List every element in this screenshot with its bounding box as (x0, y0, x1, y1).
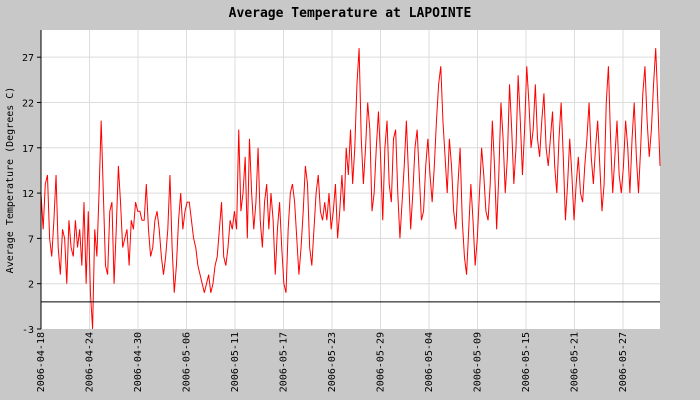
x-tick-label: 2006-05-11 (230, 332, 241, 392)
x-tick-label: 2006-05-27 (618, 332, 629, 392)
x-tick-label: 2006-04-30 (133, 332, 144, 392)
x-tick-label: 2006-05-09 (473, 332, 484, 392)
plot-area (41, 30, 660, 329)
x-tick-label: 2006-05-04 (424, 332, 435, 392)
x-tick-label: 2006-04-24 (85, 332, 96, 392)
y-tick-label: 2 (28, 280, 34, 291)
y-tick-label: 22 (22, 98, 34, 109)
chart-title: Average Temperature at LAPOINTE (229, 6, 472, 21)
x-tick-label: 2006-05-17 (279, 332, 290, 392)
x-tick-label: 2006-05-21 (570, 332, 581, 392)
series-line (40, 48, 661, 330)
x-tick-labels: 2006-04-18 2006-04-24 2006-04-30 2006-05-06… (36, 332, 629, 392)
x-tick-label: 2006-05-23 (327, 332, 338, 392)
x-tick-label: 2006-05-29 (376, 332, 387, 392)
y-tick-label: -3 (22, 325, 34, 336)
temperature-series-line (40, 48, 661, 330)
y-tick-label: 17 (22, 144, 34, 155)
y-tick-label: 12 (22, 189, 34, 200)
y-tick-label: 27 (22, 53, 34, 64)
y-axis-label: Average Temperature (Degrees C) (5, 87, 16, 274)
x-tick-label: 2006-04-18 (36, 332, 47, 392)
x-tick-label: 2006-05-15 (521, 332, 532, 392)
y-tick-label: 7 (28, 234, 34, 245)
x-tick-label: 2006-05-06 (182, 332, 193, 392)
